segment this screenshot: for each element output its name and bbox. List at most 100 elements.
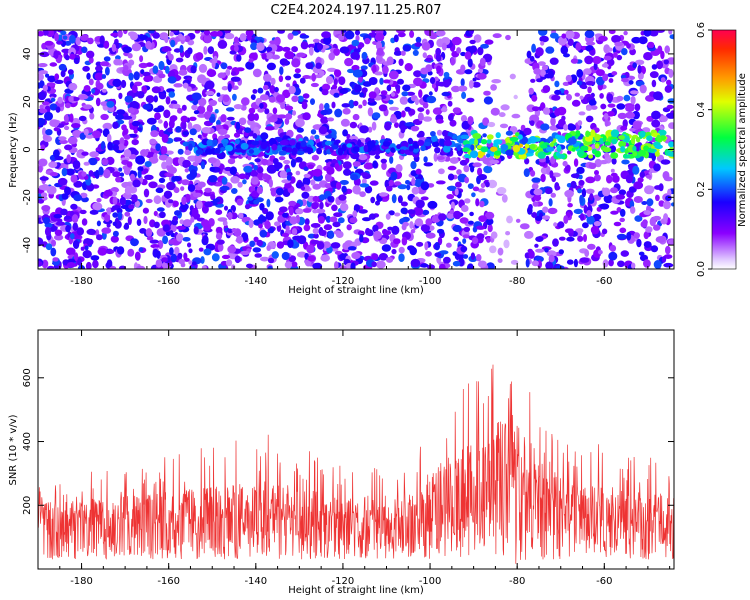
heatmap-cell	[245, 174, 250, 180]
heatmap-cell	[126, 161, 133, 168]
heatmap-cell	[464, 69, 473, 75]
heatmap-cell	[314, 134, 320, 140]
heatmap-cell	[421, 42, 431, 51]
heatmap-cell	[434, 252, 442, 257]
heatmap-cell	[593, 174, 601, 182]
heatmap-cell	[288, 256, 296, 263]
heatmap-cell	[666, 104, 674, 110]
heatmap-cell	[149, 138, 157, 145]
heatmap-cell	[602, 73, 609, 82]
heatmap-cell	[331, 101, 336, 109]
heatmap-cell	[473, 34, 482, 43]
heatmap-cell	[645, 226, 653, 233]
heatmap-cell	[51, 239, 56, 247]
heatmap-signal-cell	[474, 138, 479, 146]
heatmap-cell	[56, 40, 63, 45]
heatmap-cell	[374, 71, 384, 76]
heatmap-cell	[398, 58, 404, 66]
heatmap-cell	[540, 41, 545, 46]
heatmap-cell	[523, 127, 532, 136]
heatmap-cell	[535, 215, 543, 222]
heatmap-cell	[295, 118, 305, 128]
heatmap-cell	[619, 217, 625, 223]
heatmap-cell	[553, 222, 558, 227]
heatmap-signal-cell	[493, 150, 502, 156]
heatmap-cell	[179, 36, 186, 41]
heatmap-cell	[41, 101, 50, 106]
heatmap-signal-cell	[654, 151, 660, 157]
heatmap-cell	[333, 212, 343, 218]
heatmap-cell	[96, 198, 102, 203]
heatmap-cell	[362, 178, 367, 185]
heatmap-cell	[475, 198, 480, 207]
heatmap-cell	[137, 170, 142, 179]
heatmap-cell	[83, 128, 89, 136]
heatmap-cell	[664, 85, 672, 93]
heatmap-cell	[327, 230, 335, 239]
heatmap-cell	[415, 199, 425, 209]
heatmap-signal-cell	[296, 150, 305, 156]
heatmap-cell	[92, 260, 99, 269]
heatmap-cell	[351, 64, 360, 71]
heatmap-cell	[359, 234, 364, 243]
heatmap-cell	[311, 202, 319, 210]
heatmap-cell	[401, 236, 408, 246]
heatmap-cell	[394, 122, 399, 128]
heatmap-cell	[175, 126, 182, 133]
heatmap-cell	[307, 164, 315, 170]
heatmap-cell	[327, 196, 332, 201]
heatmap-cell	[204, 201, 214, 208]
heatmap-signal-cell	[417, 139, 425, 146]
heatmap-cell	[477, 188, 486, 193]
heatmap-cell	[244, 203, 251, 210]
heatmap-cell	[49, 172, 58, 177]
heatmap-cell	[588, 99, 597, 106]
heatmap-cell	[234, 255, 241, 264]
heatmap-cell	[39, 51, 50, 58]
heatmap-cell	[469, 39, 476, 45]
heatmap-cell	[100, 141, 106, 151]
heatmap-cell	[212, 198, 221, 203]
heatmap-cell	[451, 36, 462, 46]
heatmap-cell	[312, 227, 320, 235]
heatmap-cell	[388, 70, 399, 80]
heatmap-cell	[446, 212, 455, 219]
heatmap-cell	[72, 160, 81, 170]
heatmap-cell	[535, 236, 544, 243]
heatmap-cell	[388, 179, 394, 186]
heatmap-cell	[281, 232, 290, 238]
heatmap-cell	[73, 180, 83, 188]
heatmap-cell	[399, 120, 407, 128]
heatmap-cell	[187, 47, 193, 55]
heatmap-cell	[472, 162, 482, 168]
heatmap-cell	[631, 36, 642, 44]
heatmap-cell	[349, 217, 358, 224]
heatmap-cell	[41, 192, 48, 198]
heatmap-cell	[460, 51, 466, 57]
heatmap-signal-cell	[456, 145, 461, 151]
heatmap-cell	[575, 42, 582, 51]
heatmap-cell	[420, 67, 429, 75]
heatmap-cell	[285, 83, 291, 88]
heatmap-cell	[450, 57, 456, 66]
heatmap-cell	[332, 221, 341, 228]
heatmap-cell	[145, 40, 152, 50]
heatmap-cell	[91, 88, 96, 94]
heatmap-cell	[439, 263, 446, 269]
heatmap-cell	[117, 211, 123, 221]
heatmap-cell	[182, 120, 187, 130]
heatmap-cell	[188, 260, 193, 265]
heatmap-cell	[372, 64, 377, 74]
heatmap-cell	[576, 166, 585, 174]
heatmap-cell	[64, 114, 69, 124]
heatmap-x-axis-label: Height of straight line (km)	[288, 285, 424, 296]
heatmap-cell	[54, 32, 59, 42]
heatmap-cell	[53, 214, 63, 219]
heatmap-cell	[490, 84, 497, 91]
heatmap-cell	[230, 76, 241, 82]
heatmap-cell	[404, 106, 411, 112]
heatmap-cell	[319, 201, 324, 210]
heatmap-cell	[555, 265, 565, 269]
heatmap-cell	[625, 174, 634, 184]
heatmap-cell	[462, 234, 470, 239]
